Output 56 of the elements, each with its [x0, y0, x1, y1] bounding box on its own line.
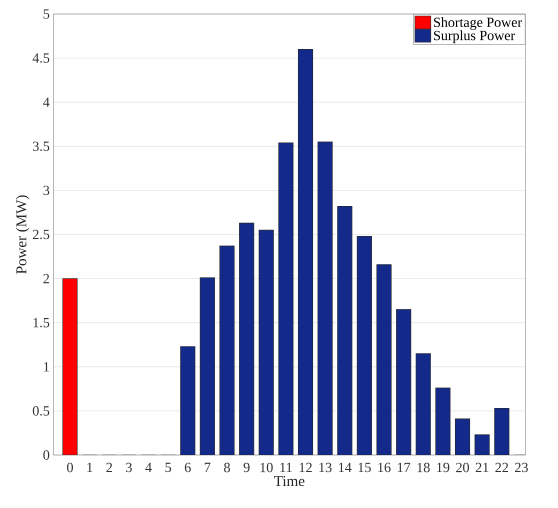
bar [435, 388, 450, 455]
y-tick-label: 1.5 [34, 318, 50, 328]
y-tick-label: 0 [43, 450, 50, 460]
x-tick-label: 7 [204, 462, 210, 472]
bar [180, 346, 196, 455]
x-tick-label: 13 [319, 462, 332, 472]
x-tick-label: 15 [358, 462, 371, 472]
bar [356, 236, 372, 455]
x-tick-label: 6 [184, 462, 191, 472]
y-tick-label: 5 [44, 9, 50, 19]
x-tick-label: 16 [378, 462, 391, 472]
legend-label: Shortage Power [434, 17, 522, 30]
bar [239, 222, 254, 455]
y-tick-label: 4.5 [32, 53, 50, 63]
bar [278, 142, 294, 455]
y-axis-title: Power (MW) [16, 195, 30, 274]
x-tick-label: 19 [437, 462, 450, 472]
bar [219, 246, 235, 455]
x-axis-title: Time [274, 476, 304, 486]
bar [416, 353, 431, 455]
x-tick-label: 5 [165, 462, 172, 472]
x-tick-label: 1 [87, 462, 92, 472]
x-tick-label: 12 [300, 462, 312, 472]
legend-label: Surplus Power [434, 30, 516, 44]
y-tick-label: 4 [43, 98, 50, 107]
x-tick-label: 20 [456, 462, 469, 472]
bar [474, 434, 490, 455]
x-tick-label: 11 [280, 462, 292, 472]
bar [396, 309, 412, 455]
x-tick-label: 2 [106, 462, 112, 472]
bar [318, 142, 333, 455]
bar [298, 48, 314, 455]
y-tick-label: 3.5 [32, 142, 50, 152]
x-tick-label: 0 [67, 462, 73, 472]
x-tick-label: 14 [339, 462, 352, 472]
bar [258, 230, 274, 455]
x-tick-label: 23 [515, 462, 528, 472]
bar [376, 264, 392, 455]
x-tick-label: 9 [244, 462, 250, 472]
y-tick-label: 3 [43, 186, 50, 196]
y-tick-label: 2.5 [32, 230, 50, 240]
bar [454, 418, 470, 455]
x-tick-label: 21 [476, 462, 488, 472]
x-tick-label: 17 [398, 462, 410, 472]
y-tick-label: 2 [43, 274, 50, 284]
x-tick-label: 18 [418, 462, 430, 472]
x-tick-label: 8 [224, 462, 230, 472]
y-tick-label: 0.5 [32, 406, 50, 416]
bar [337, 206, 352, 455]
bar [200, 277, 215, 455]
x-tick-label: 10 [260, 462, 273, 472]
x-tick-label: 22 [495, 462, 508, 472]
y-tick-label: 1 [44, 362, 49, 372]
x-tick-label: 4 [145, 462, 152, 472]
bar [494, 408, 510, 455]
x-tick-label: 3 [126, 462, 132, 472]
